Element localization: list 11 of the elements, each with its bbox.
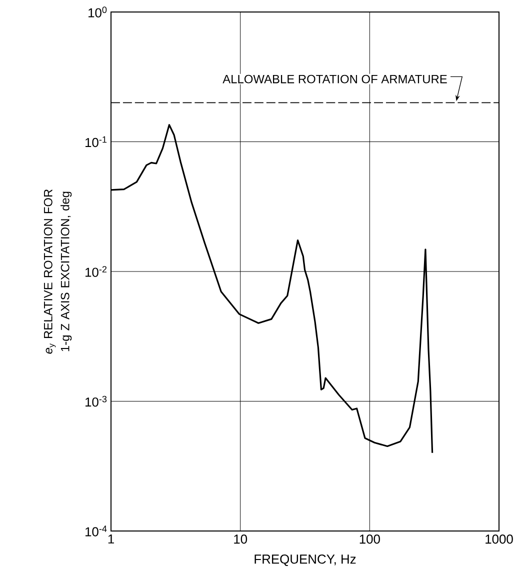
x-tick-label: 10 (234, 534, 248, 544)
y-tick-label: 10$^{-1}$ (86, 136, 107, 148)
y-tick-label: 10$^{-4}$ (86, 526, 107, 536)
y-tick-label: 10$^{-3}$ (86, 396, 107, 407)
x-tick-label: 100 (360, 534, 380, 544)
legend-label: ALLOWABLE ROTATION OF ARMATURE (222, 74, 447, 84)
x-tick-label: 1 (108, 534, 114, 544)
y-tick-label: 10$^{-2}$ (86, 266, 107, 277)
x-tick-label: 1000 (486, 534, 513, 544)
y-tick-label: 10$^{0}$ (88, 6, 107, 18)
x-axis-title: FREQUENCY, Hz (254, 554, 356, 566)
